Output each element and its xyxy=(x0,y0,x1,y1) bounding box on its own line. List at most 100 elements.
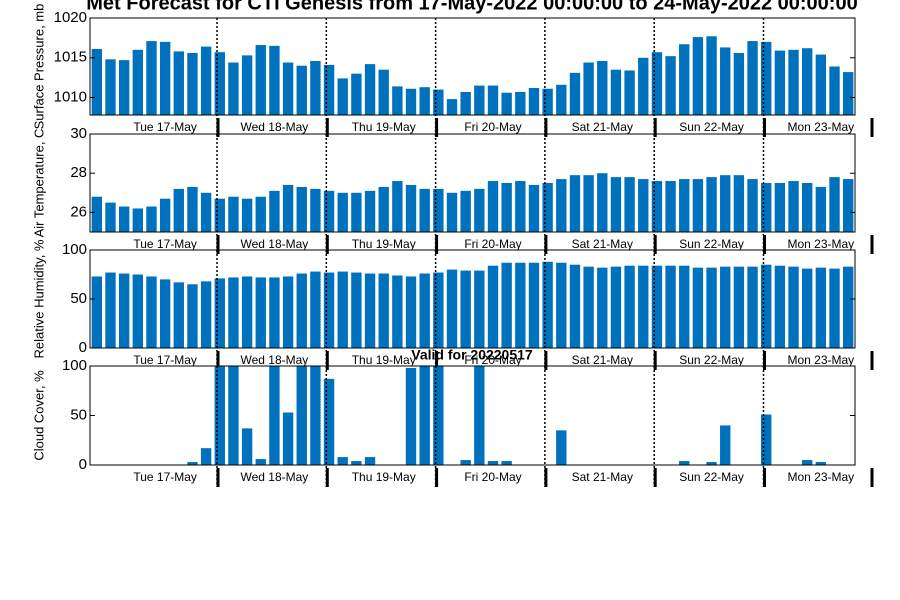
bar xyxy=(651,265,663,348)
bar xyxy=(679,44,690,115)
x-tick-label: Sun 22-May xyxy=(679,470,744,484)
bar xyxy=(706,177,717,232)
bar xyxy=(665,56,676,115)
x-tick-label: Fri 20-May xyxy=(464,120,521,134)
bar xyxy=(747,266,758,348)
x-tick-label: Mon 23-May xyxy=(787,353,854,367)
x-tick-label: Wed 18-May xyxy=(241,120,309,134)
bar xyxy=(255,45,266,115)
y-tick-label: 26 xyxy=(70,203,87,220)
bar xyxy=(351,272,362,348)
y-tick-label: 50 xyxy=(70,290,87,307)
bar xyxy=(105,272,116,348)
bar xyxy=(351,461,362,465)
bar xyxy=(159,198,171,232)
bar xyxy=(255,459,266,465)
chart-title: Met Forecast for CTI Genesis from 17-May… xyxy=(86,0,857,14)
bar xyxy=(214,366,225,465)
bar xyxy=(132,274,144,348)
bar xyxy=(255,196,266,232)
x-tick-label: Fri 20-May xyxy=(464,237,521,251)
bar xyxy=(829,177,840,232)
bar xyxy=(296,273,307,348)
bar xyxy=(610,266,622,348)
bar xyxy=(747,41,758,115)
bar xyxy=(214,278,225,348)
x-tick-label: Sun 22-May xyxy=(679,237,744,251)
bar xyxy=(556,84,567,115)
bar xyxy=(720,175,731,232)
bar xyxy=(501,262,512,348)
bar xyxy=(228,366,239,465)
bar xyxy=(720,47,731,115)
bar xyxy=(419,366,430,465)
bar xyxy=(801,268,813,348)
x-tick-label: Mon 23-May xyxy=(787,237,854,251)
y-tick-label: 100 xyxy=(62,357,87,374)
bar xyxy=(269,190,280,232)
bar xyxy=(487,265,499,348)
bar xyxy=(679,265,690,348)
bar xyxy=(583,62,594,115)
bar xyxy=(419,273,430,348)
bar xyxy=(774,50,786,115)
bar xyxy=(200,448,212,465)
x-tick-label: Mon 23-May xyxy=(787,470,854,484)
x-tick-label: Thu 19-May xyxy=(352,237,416,251)
bar xyxy=(282,412,294,465)
bar xyxy=(241,198,253,232)
bar xyxy=(788,266,799,348)
bar xyxy=(638,179,649,232)
bar xyxy=(364,64,376,115)
x-tick-label: Sat 21-May xyxy=(572,470,633,484)
bar xyxy=(556,262,567,348)
y-tick-label: 1015 xyxy=(54,49,87,66)
x-tick-label: Sun 22-May xyxy=(679,353,744,367)
bar xyxy=(761,183,772,232)
bar xyxy=(105,59,116,115)
bar xyxy=(214,198,225,232)
bar xyxy=(337,271,348,348)
bar xyxy=(733,175,745,232)
bar xyxy=(392,181,403,232)
y-tick-label: 50 xyxy=(70,406,87,423)
bar xyxy=(815,54,827,115)
bars xyxy=(91,261,854,348)
bar xyxy=(761,414,772,465)
bar xyxy=(556,179,567,232)
bar xyxy=(610,177,622,232)
x-tick-label: Sat 21-May xyxy=(572,120,633,134)
bar xyxy=(556,430,567,465)
bar xyxy=(474,188,485,232)
bar xyxy=(679,461,690,465)
x-tick-label: Thu 19-May xyxy=(352,353,416,367)
bar xyxy=(146,276,157,348)
bar xyxy=(323,190,335,232)
bar xyxy=(269,45,280,115)
bars xyxy=(187,366,827,465)
bar xyxy=(173,51,184,115)
bar xyxy=(487,461,499,465)
bar xyxy=(132,208,144,232)
bar xyxy=(282,184,294,232)
bar xyxy=(774,183,786,232)
bar xyxy=(761,41,772,115)
bar xyxy=(706,36,717,115)
x-tick-label: Tue 17-May xyxy=(133,353,197,367)
bar xyxy=(173,188,184,232)
bar xyxy=(214,52,225,115)
bar xyxy=(460,270,471,348)
bar xyxy=(378,69,389,115)
bar xyxy=(433,188,444,232)
bar xyxy=(159,279,171,348)
x-tick-label: Wed 18-May xyxy=(241,470,309,484)
bar xyxy=(200,281,212,348)
bar xyxy=(692,37,704,115)
bar xyxy=(720,425,731,465)
bar xyxy=(624,177,635,232)
bar xyxy=(501,461,512,465)
x-tick-label: Fri 20-May xyxy=(464,470,521,484)
bar xyxy=(91,49,103,115)
bar xyxy=(364,273,376,348)
